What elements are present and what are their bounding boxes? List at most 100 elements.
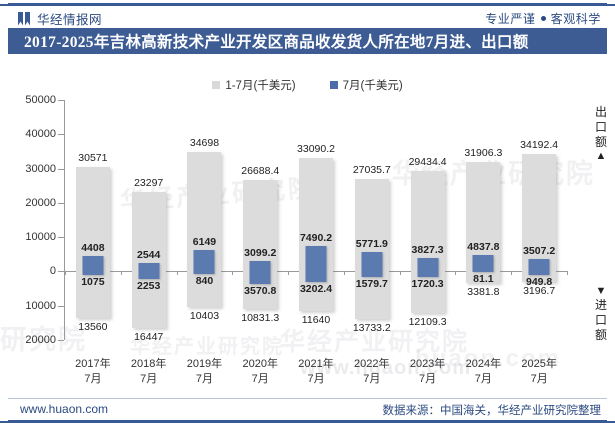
- y-axis-tick-label: 0: [49, 265, 56, 278]
- y-axis-tick-mark: [58, 340, 64, 341]
- bar-monthly[interactable]: [82, 256, 104, 276]
- bar-monthly[interactable]: [193, 250, 215, 275]
- bar-label-monthly-export: 6149: [192, 236, 217, 249]
- x-axis-label-year: 2023年: [409, 358, 446, 370]
- bar-label-monthly-export: 4837.8: [467, 240, 500, 253]
- bar-label-monthly-import: 3570.8: [244, 284, 277, 297]
- x-axis-label-year: 2024年: [465, 358, 502, 370]
- bar-label-monthly-import: 2253: [136, 280, 161, 293]
- x-axis-label-month: 7月: [419, 373, 437, 385]
- x-axis-label-year: 2018年: [130, 358, 167, 370]
- bar-label-cumulative-export: 23297: [134, 176, 164, 189]
- x-axis-label-month: 7月: [307, 373, 325, 385]
- site-logo[interactable]: 华经情报网: [18, 9, 102, 28]
- bar-label-monthly-import: 949.8: [526, 275, 553, 288]
- bar-cumulative[interactable]: [354, 178, 389, 319]
- x-axis-label: 2019年 7月: [177, 357, 233, 397]
- x-axis-tick-mark: [455, 271, 457, 276]
- bullet-icon: [540, 16, 546, 21]
- legend-swatch-icon: [212, 81, 221, 89]
- x-axis-tick-mark: [232, 271, 234, 276]
- bar-label-cumulative-import: 3381.8: [467, 286, 500, 299]
- export-axis-caption: 出口额 ▲: [593, 105, 609, 163]
- bar-group[interactable]: 27035.7 13733.2 5771.9 1579.7: [344, 100, 400, 340]
- x-axis-label: 2024年 7月: [455, 357, 511, 397]
- y-axis-tick-mark: [58, 134, 64, 136]
- bar-label-monthly-export: 4408: [81, 242, 105, 255]
- title-bar: 2017-2025年吉林高新技术产业开发区商品收发货人所在地7月进、出口额: [8, 28, 607, 54]
- x-axis-label: 2023年 7月: [400, 357, 456, 397]
- footer-site-link[interactable]: www.huaon.com: [20, 402, 109, 416]
- bar-label-cumulative-export: 29434.4: [408, 155, 447, 168]
- bar-label-cumulative-import: 10403: [189, 310, 220, 323]
- bar-monthly[interactable]: [361, 251, 383, 277]
- y-axis-tick-mark: [58, 305, 64, 307]
- bar-cumulative[interactable]: [299, 157, 334, 312]
- bar-groups: 30571 13560 4408 1075 23297 16447 2544 2253 3469…: [65, 100, 567, 343]
- down-arrow-icon: ▼: [595, 285, 607, 297]
- bar-cumulative[interactable]: [410, 170, 445, 313]
- y-axis-tick-label: 50000: [25, 94, 56, 106]
- bar-group[interactable]: 31906.3 3381.8 4837.8 81.1: [455, 100, 511, 340]
- bar-label-monthly-export: 3099.2: [244, 246, 277, 259]
- top-rule: [0, 3, 615, 6]
- bar-monthly[interactable]: [472, 254, 494, 272]
- bar-label-monthly-export: 2544: [136, 248, 161, 261]
- x-axis-label: 2022年 7月: [344, 357, 400, 397]
- x-axis-label-year: 2020年: [242, 358, 278, 370]
- import-caption-text: 进口额: [594, 298, 607, 342]
- x-axis-tick-mark: [288, 271, 290, 276]
- bar-monthly[interactable]: [417, 258, 439, 278]
- x-axis-label: 2021年 7月: [288, 357, 344, 397]
- x-axis-label-year: 2019年: [186, 358, 223, 370]
- x-axis-tick-mark: [343, 271, 345, 276]
- bar-label-cumulative-export: 27035.7: [352, 163, 391, 176]
- bar-group[interactable]: 23297 16447 2544 2253: [121, 100, 177, 343]
- brand-row: 华经情报网 专业严谨 客观科学: [0, 6, 615, 28]
- legend-item-cumulative[interactable]: 1-7月(千美元): [212, 77, 296, 93]
- bar-monthly[interactable]: [138, 262, 160, 280]
- bar-label-monthly-import: 1075: [81, 276, 105, 289]
- chart-legend: 1-7月(千美元) 7月(千美元): [0, 76, 615, 94]
- bar-label-cumulative-export: 31906.3: [464, 147, 503, 160]
- y-axis-tick-label: 20000: [25, 196, 56, 209]
- x-axis-label-month: 7月: [530, 373, 548, 385]
- bookmark-icon: [18, 11, 31, 26]
- y-axis-tick-label: 10000: [25, 231, 56, 244]
- bar-group[interactable]: 30571 13560 4408 1075: [65, 100, 121, 340]
- x-axis-tick-mark: [65, 271, 66, 276]
- x-axis-tick-mark: [511, 271, 513, 276]
- plot-area: 50000 40000 30000 20000 10000 0 10000 20000 305…: [0, 94, 615, 355]
- import-axis-caption: ▼ 进口额: [593, 285, 609, 343]
- bar-group[interactable]: 33090.2 11640 7490.2 3202.4: [288, 100, 344, 340]
- bar-group[interactable]: 34698 10403 6149 840: [177, 100, 233, 340]
- bar-label-monthly-import: 3202.4: [299, 283, 333, 296]
- bar-monthly[interactable]: [305, 245, 327, 283]
- x-axis-label-month: 7月: [195, 373, 214, 385]
- bar-label-monthly-import: 1579.7: [355, 277, 388, 290]
- bar-label-cumulative-export: 30571: [78, 151, 108, 164]
- tagline: 专业严谨 客观科学: [485, 10, 601, 27]
- bar-label-monthly-export: 7490.2: [299, 231, 333, 244]
- export-caption-text: 出口额: [594, 105, 607, 149]
- x-axis-label-year: 2022年: [354, 358, 390, 370]
- legend-swatch-icon: [329, 81, 338, 89]
- bar-cumulative[interactable]: [187, 152, 222, 308]
- legend-label: 7月(千美元): [342, 80, 403, 92]
- up-arrow-icon: ▲: [595, 150, 607, 162]
- bar-monthly[interactable]: [528, 259, 550, 275]
- bar-monthly[interactable]: [249, 260, 271, 284]
- footer-rule: [8, 398, 607, 399]
- bar-group[interactable]: 34192.4 3196.7 3507.2 949.8: [511, 100, 567, 340]
- bottom-rule: [0, 420, 615, 423]
- bar-group[interactable]: 26688.4 10831.3 3099.2 3570.8: [232, 100, 288, 340]
- bar-group[interactable]: 29434.4 12109.3 3827.3 1720.3: [400, 100, 456, 340]
- legend-item-monthly[interactable]: 7月(千美元): [329, 77, 403, 93]
- tagline-right: 客观科学: [550, 12, 601, 26]
- bar-cumulative[interactable]: [131, 191, 166, 328]
- bar-label-cumulative-import: 12109.3: [408, 315, 447, 328]
- bar-cumulative[interactable]: [243, 179, 278, 309]
- bar-label-cumulative-import: 3196.7: [523, 285, 556, 298]
- bar-cumulative[interactable]: [75, 166, 110, 318]
